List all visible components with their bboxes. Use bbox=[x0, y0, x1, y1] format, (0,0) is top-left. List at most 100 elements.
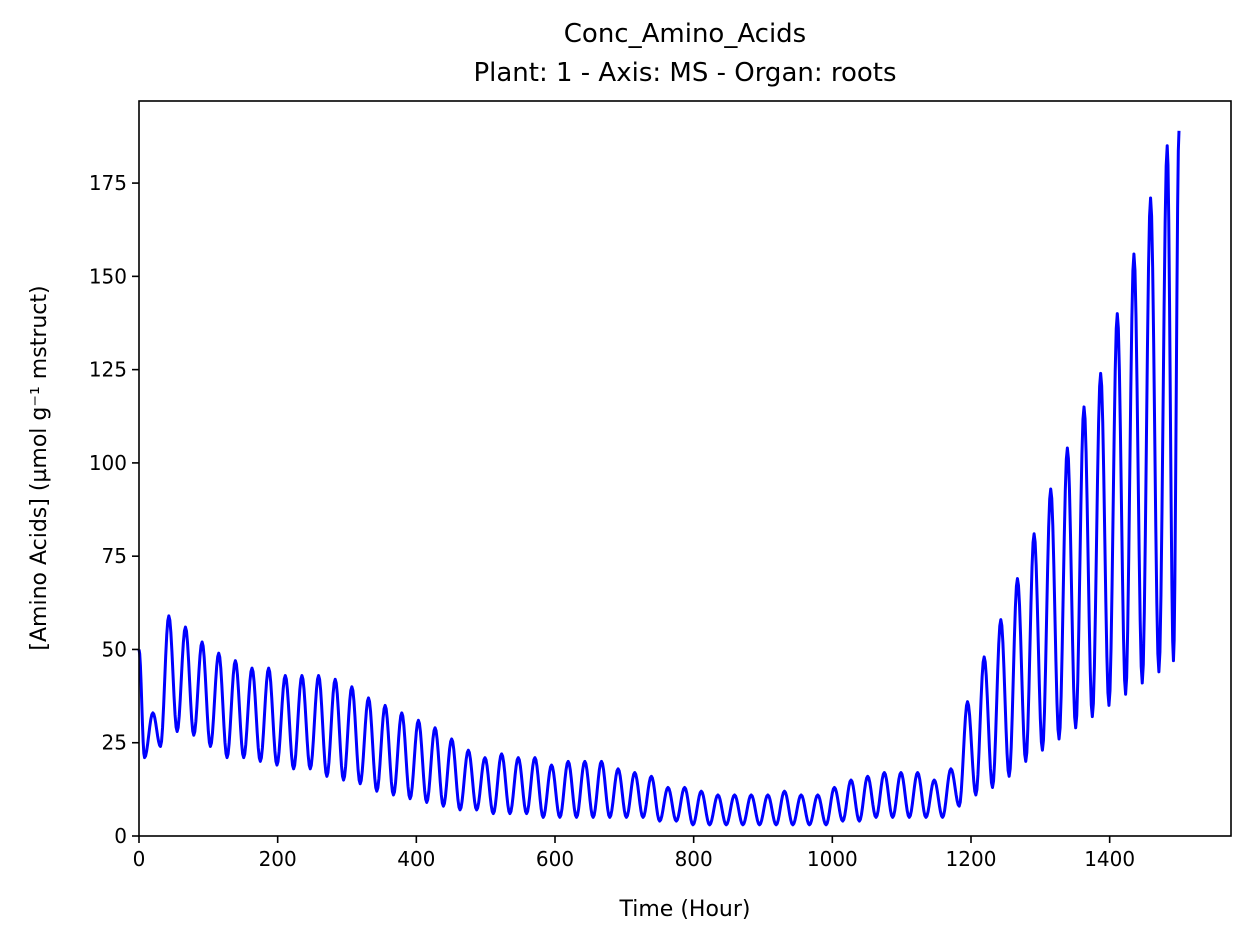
peak-point bbox=[1066, 447, 1069, 449]
peak-point bbox=[534, 756, 536, 759]
peak-point bbox=[850, 779, 852, 781]
peak-point bbox=[234, 659, 237, 662]
peak-point bbox=[800, 794, 802, 796]
trough-point bbox=[509, 812, 511, 815]
trough-point bbox=[442, 805, 445, 807]
trough-point bbox=[608, 816, 611, 819]
peak-point bbox=[1083, 406, 1085, 408]
trough-point bbox=[226, 756, 228, 759]
axes-layer: 0 200 400 600 800 1000 1200 1400 0 25 50 75 100 125 15… bbox=[89, 171, 1135, 871]
trough-point bbox=[425, 801, 428, 804]
x-axis-label: Time (Hour) bbox=[619, 897, 751, 922]
peak-point bbox=[267, 667, 270, 669]
trough-point bbox=[742, 824, 744, 826]
trough-point bbox=[1074, 727, 1077, 729]
trough-point bbox=[675, 820, 678, 822]
peak-point bbox=[1033, 532, 1035, 535]
trough-point bbox=[792, 824, 794, 826]
peak-point bbox=[900, 771, 902, 774]
chart-subtitle: Plant: 1 - Axis: MS - Organ: roots bbox=[473, 58, 897, 88]
peak-point bbox=[400, 712, 403, 714]
trough-point bbox=[758, 824, 761, 826]
peak-point bbox=[301, 674, 303, 677]
trough-point bbox=[1124, 693, 1127, 696]
peak-point bbox=[152, 712, 154, 714]
trough-point bbox=[642, 816, 644, 819]
trough-point bbox=[342, 779, 345, 781]
series-line bbox=[137, 130, 1181, 827]
peak-point bbox=[168, 615, 170, 617]
peak-point bbox=[450, 738, 453, 740]
peak-point bbox=[584, 760, 586, 763]
trough-point bbox=[559, 816, 561, 819]
peak-point bbox=[733, 794, 736, 796]
y-tick-label: 25 bbox=[102, 731, 127, 755]
peak-point bbox=[816, 794, 819, 796]
trough-point bbox=[1158, 671, 1160, 673]
peak-point bbox=[550, 764, 553, 766]
y-tick-label: 75 bbox=[102, 544, 127, 568]
peak-point bbox=[1116, 312, 1119, 315]
peak-point bbox=[434, 727, 436, 729]
trough-point bbox=[492, 812, 495, 815]
peak-point bbox=[750, 794, 753, 796]
peak-point bbox=[667, 786, 669, 789]
trough-point bbox=[708, 824, 711, 826]
peak-point bbox=[201, 641, 203, 643]
trough-point bbox=[725, 824, 728, 826]
trough-point bbox=[841, 820, 844, 822]
peak-point bbox=[367, 697, 370, 699]
peak-point bbox=[783, 790, 786, 793]
trough-point bbox=[991, 786, 994, 789]
peak-point bbox=[1166, 144, 1169, 147]
peak-point bbox=[1016, 577, 1019, 580]
y-axis-label: [Amino Acids] (µmol g⁻¹ mstruct) bbox=[27, 285, 52, 650]
plot-frame bbox=[138, 100, 1232, 837]
peak-point bbox=[184, 626, 187, 628]
trough-point bbox=[459, 809, 461, 811]
trough-point bbox=[925, 816, 927, 819]
peak-point bbox=[700, 790, 703, 793]
trough-point bbox=[292, 768, 295, 770]
trough-point bbox=[309, 768, 312, 770]
y-tick-label: 125 bbox=[89, 358, 127, 382]
trough-point bbox=[575, 816, 578, 819]
peak-point bbox=[633, 771, 636, 774]
x-tick-label: 0 bbox=[133, 847, 146, 871]
peak-point bbox=[767, 794, 769, 796]
trough-point bbox=[908, 816, 911, 819]
trough-point bbox=[276, 764, 278, 766]
x-tick-label: 800 bbox=[675, 847, 713, 871]
trough-point bbox=[209, 745, 212, 748]
peak-point bbox=[600, 760, 603, 763]
trough-point bbox=[1008, 775, 1010, 778]
peak-point bbox=[217, 652, 220, 654]
peak-point bbox=[334, 678, 337, 681]
trough-point bbox=[858, 820, 861, 822]
peak-point bbox=[251, 667, 253, 669]
series-layer bbox=[137, 130, 1181, 827]
trough-point bbox=[1058, 738, 1060, 740]
peak-point bbox=[650, 775, 653, 778]
trough-point bbox=[409, 797, 411, 800]
y-tick-label: 175 bbox=[89, 171, 127, 195]
trough-point bbox=[875, 816, 877, 819]
peak-point bbox=[484, 756, 486, 759]
peak-point bbox=[351, 685, 353, 688]
trough-point bbox=[891, 816, 894, 819]
peak-point bbox=[500, 753, 503, 755]
peak-point bbox=[966, 700, 969, 703]
y-tick-label: 100 bbox=[89, 451, 127, 475]
peak-point bbox=[384, 704, 386, 707]
peak-point bbox=[916, 771, 919, 774]
peak-point bbox=[1000, 618, 1002, 621]
peak-point bbox=[317, 674, 320, 677]
trough-point bbox=[1024, 760, 1027, 763]
trough-point bbox=[143, 756, 146, 759]
peak-point bbox=[284, 674, 287, 677]
trough-point bbox=[625, 816, 628, 819]
trough-point bbox=[176, 730, 178, 733]
trough-point bbox=[192, 734, 195, 737]
y-tick-label: 0 bbox=[114, 824, 127, 848]
peak-point bbox=[1149, 197, 1152, 199]
